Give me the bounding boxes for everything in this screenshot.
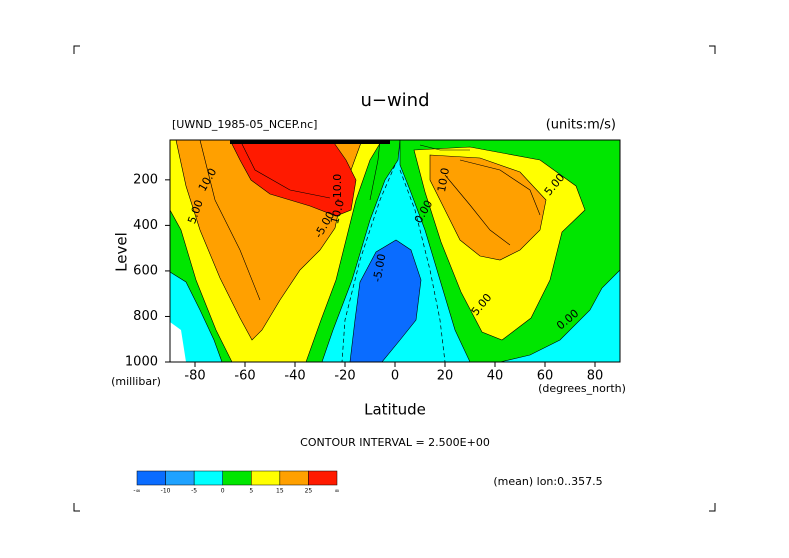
corner-marks: [73, 45, 716, 512]
contour-line: [459, 159, 541, 216]
colorbar-label: 25: [305, 488, 313, 495]
contour-line: [444, 174, 511, 246]
colorbar-box: [193, 470, 223, 486]
x-tick-label: 0: [391, 369, 399, 384]
contour-line: [369, 139, 381, 201]
y-tick-label: 400: [133, 218, 158, 233]
colorbar-label: ∞: [335, 488, 340, 495]
contour-line: [239, 139, 331, 199]
x-tick-label: 80: [587, 369, 604, 384]
y-axis-units: (millibar): [111, 375, 161, 388]
contour-label: 10.0: [328, 198, 347, 225]
corner-mark: [73, 45, 80, 54]
contour-line: [399, 169, 446, 363]
contour-line: [419, 144, 470, 151]
contour-top-band: [230, 140, 390, 144]
x-tick-label: 60: [537, 369, 554, 384]
y-tick-label: 1000: [125, 355, 158, 370]
x-axis-title: Latitude: [364, 401, 426, 419]
contour-line: [341, 164, 396, 363]
chart-title: u−wind: [360, 90, 429, 111]
corner-mark: [73, 503, 80, 512]
x-axis-units: (degrees_north): [538, 382, 626, 395]
contour-label: -5.00: [371, 253, 389, 283]
colorbar-label: -∞: [133, 488, 140, 495]
x-tick-label: 40: [487, 369, 504, 384]
y-tick-label: 200: [133, 172, 158, 187]
corner-mark: [709, 503, 716, 512]
colorbar-label: 5: [249, 488, 253, 495]
contour-line: [199, 139, 261, 301]
colorbar-label: 0: [221, 488, 225, 495]
y-tick-label: 600: [133, 263, 158, 278]
file-label: [UWND_1985-05_NCEP.nc]: [172, 118, 317, 131]
x-tick-label: -60: [234, 369, 255, 384]
colorbar-label: -5: [191, 488, 197, 495]
x-tick-label: -20: [334, 369, 355, 384]
y-tick-label: 800: [133, 309, 158, 324]
contour-label: -10.0: [331, 174, 344, 202]
colorbar-box: [279, 470, 309, 486]
mean-label: (mean) lon:0..357.5: [493, 475, 602, 488]
x-tick-label: -80: [184, 369, 205, 384]
y-axis-title: Level: [113, 232, 131, 272]
colorbar-label: 15: [276, 488, 284, 495]
contour-fill: [349, 239, 422, 363]
colorbar-label: -10: [161, 488, 171, 495]
contour-interval: CONTOUR INTERVAL = 2.500E+00: [300, 436, 490, 449]
contour-label: 10.0: [435, 167, 452, 193]
corner-mark: [709, 45, 716, 54]
missing-area: [170, 322, 186, 362]
colorbar-box: [136, 470, 166, 486]
colorbar-box: [308, 470, 338, 486]
x-tick-label: 20: [437, 369, 454, 384]
x-tick-label: -40: [284, 369, 305, 384]
colorbar-box: [222, 470, 252, 486]
units-label: (units:m/s): [546, 118, 616, 133]
colorbar-box: [165, 470, 195, 486]
colorbar-box: [251, 470, 281, 486]
